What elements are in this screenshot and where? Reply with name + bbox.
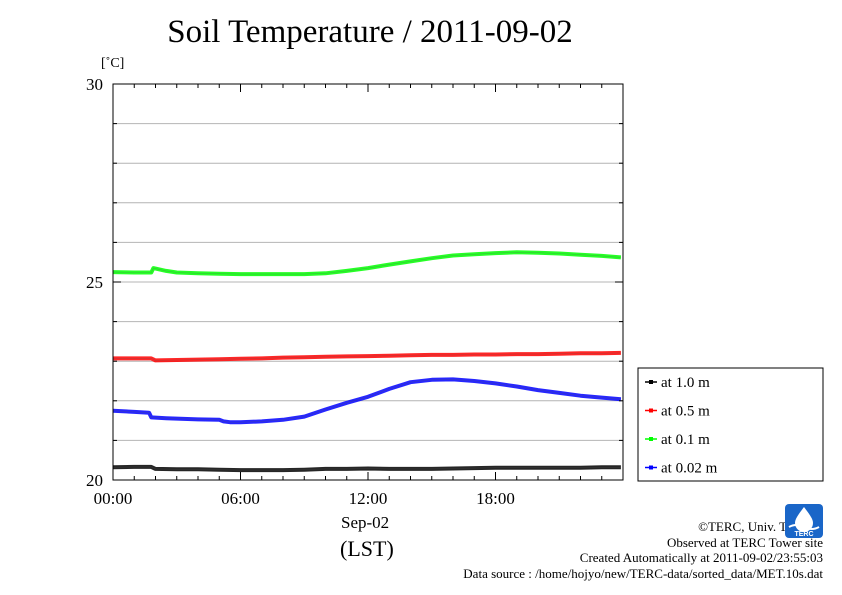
legend-marker — [649, 408, 653, 413]
legend: at 1.0 m at 0.5 m at 0.1 m at 0.02 m — [637, 367, 824, 482]
y-tick-label: 25 — [86, 273, 103, 292]
legend-label: at 0.1 m — [661, 432, 710, 448]
legend-label: at 0.5 m — [661, 404, 710, 420]
series-line-noise — [112, 379, 621, 423]
legend-marker — [649, 437, 653, 441]
x-axis-date-label: Sep-02 — [341, 513, 390, 532]
y-tick-label: 20 — [86, 471, 103, 490]
series-line-noise — [113, 352, 621, 361]
credit-line: Observed at TERC Tower site — [666, 534, 823, 550]
series-lines — [112, 250, 622, 473]
y-axis-unit-label: [˚C] — [101, 56, 125, 71]
legend-marker — [649, 380, 653, 384]
legend-label: at 0.02 m — [661, 461, 718, 477]
chart-title: Soil Temperature / 2011-09-02 — [167, 14, 573, 50]
series-line — [112, 377, 622, 425]
series-line — [113, 350, 621, 363]
series-line-noise — [112, 251, 621, 275]
credit-line: Data source : /home/hojyo/new/TERC-data/… — [463, 565, 823, 581]
credit-line: ©TERC, Univ. Tsukuba — [698, 519, 823, 534]
logo-text: TERC — [794, 531, 813, 538]
series-line — [112, 250, 622, 277]
y-tick-label: 30 — [86, 75, 103, 94]
series-line-noise — [112, 466, 621, 471]
grid-lines — [113, 123, 623, 441]
credit-line: Created Automatically at 2011-09-02/23:5… — [579, 550, 823, 566]
credits-block: ©TERC, Univ. Tsukuba Observed at TERC To… — [463, 519, 823, 581]
series-line — [112, 464, 621, 473]
axis-ticks: 00:00 06:00 12:00 18:00 20 25 30 — [86, 75, 624, 508]
terc-logo-icon: TERC — [785, 504, 823, 538]
x-tick-label: 06:00 — [221, 489, 260, 508]
legend-marker — [649, 465, 653, 470]
legend-box — [637, 367, 824, 482]
x-tick-label: 12:00 — [349, 489, 388, 508]
x-tick-label: 00:00 — [94, 489, 133, 508]
x-axis-timezone-label: (LST) — [340, 536, 394, 561]
x-tick-label: 18:00 — [476, 489, 515, 508]
legend-label: at 1.0 m — [661, 375, 710, 391]
